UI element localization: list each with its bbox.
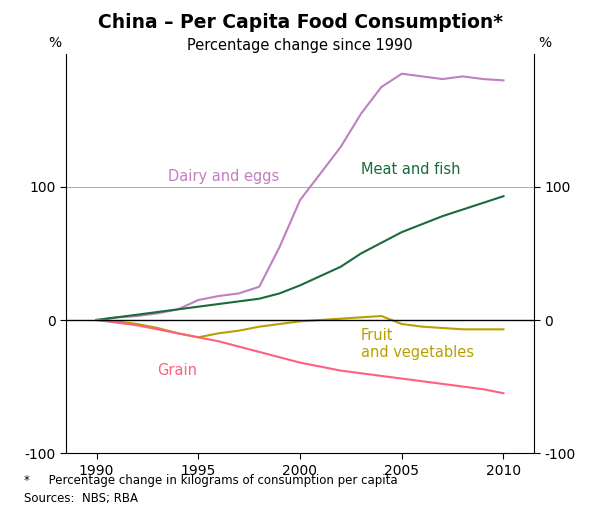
Text: Fruit
and vegetables: Fruit and vegetables xyxy=(361,328,474,360)
Text: China – Per Capita Food Consumption*: China – Per Capita Food Consumption* xyxy=(97,13,503,32)
Text: Sources:  NBS; RBA: Sources: NBS; RBA xyxy=(24,492,138,504)
Text: Dairy and eggs: Dairy and eggs xyxy=(168,169,279,184)
Text: *     Percentage change in kilograms of consumption per capita: * Percentage change in kilograms of cons… xyxy=(24,474,398,486)
Text: Percentage change since 1990: Percentage change since 1990 xyxy=(187,38,413,53)
Text: Meat and fish: Meat and fish xyxy=(361,162,461,177)
Text: %: % xyxy=(539,36,552,50)
Text: Grain: Grain xyxy=(158,363,197,378)
Text: %: % xyxy=(48,36,61,50)
